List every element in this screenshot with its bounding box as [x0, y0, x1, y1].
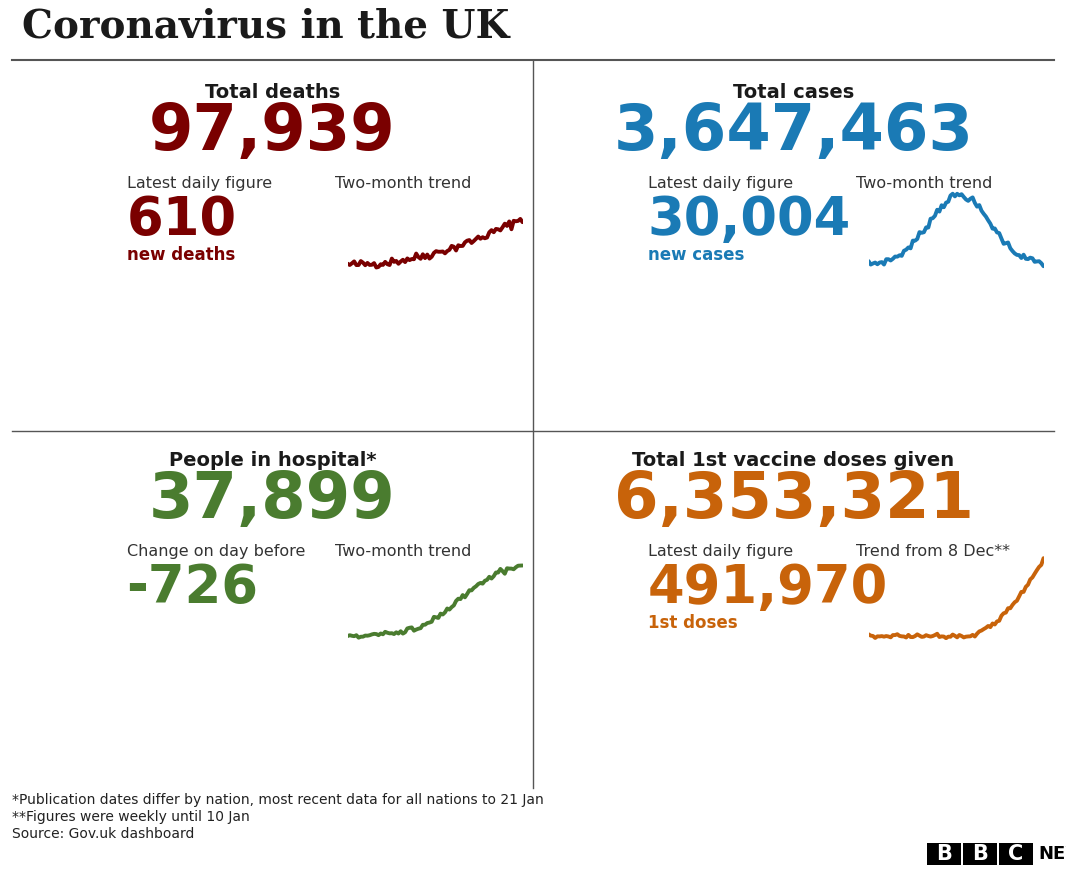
FancyBboxPatch shape [963, 843, 997, 865]
Text: People in hospital*: People in hospital* [168, 451, 376, 470]
Text: 610: 610 [127, 194, 237, 246]
Text: 30,004: 30,004 [648, 194, 851, 246]
Text: *Publication dates differ by nation, most recent data for all nations to 21 Jan: *Publication dates differ by nation, mos… [12, 793, 544, 807]
Text: Two-month trend: Two-month trend [335, 176, 471, 191]
Text: Source: Gov.uk dashboard: Source: Gov.uk dashboard [12, 827, 194, 841]
Text: B: B [972, 844, 988, 864]
Text: 6,353,321: 6,353,321 [614, 469, 973, 531]
Text: Latest daily figure: Latest daily figure [127, 176, 272, 191]
Text: Total cases: Total cases [733, 83, 854, 102]
Text: Coronavirus in the UK: Coronavirus in the UK [22, 8, 510, 46]
FancyBboxPatch shape [927, 843, 962, 865]
Text: Total deaths: Total deaths [205, 83, 340, 102]
Text: 1st doses: 1st doses [648, 614, 738, 632]
Text: -726: -726 [127, 562, 259, 614]
Text: Change on day before: Change on day before [127, 544, 305, 559]
Text: Latest daily figure: Latest daily figure [648, 544, 793, 559]
Text: Total 1st vaccine doses given: Total 1st vaccine doses given [632, 451, 954, 470]
Text: Two-month trend: Two-month trend [335, 544, 471, 559]
Text: 491,970: 491,970 [648, 562, 888, 614]
Text: 97,939: 97,939 [149, 101, 395, 163]
Text: **Figures were weekly until 10 Jan: **Figures were weekly until 10 Jan [12, 810, 249, 824]
FancyBboxPatch shape [999, 843, 1033, 865]
Text: new deaths: new deaths [127, 246, 235, 264]
Text: Latest daily figure: Latest daily figure [648, 176, 793, 191]
Text: C: C [1008, 844, 1023, 864]
Text: 37,899: 37,899 [149, 469, 395, 531]
Text: Two-month trend: Two-month trend [856, 176, 992, 191]
Text: 3,647,463: 3,647,463 [614, 101, 973, 163]
Text: Trend from 8 Dec**: Trend from 8 Dec** [856, 544, 1010, 559]
Text: NEWS: NEWS [1038, 845, 1066, 863]
Text: B: B [936, 844, 952, 864]
Text: new cases: new cases [648, 246, 744, 264]
